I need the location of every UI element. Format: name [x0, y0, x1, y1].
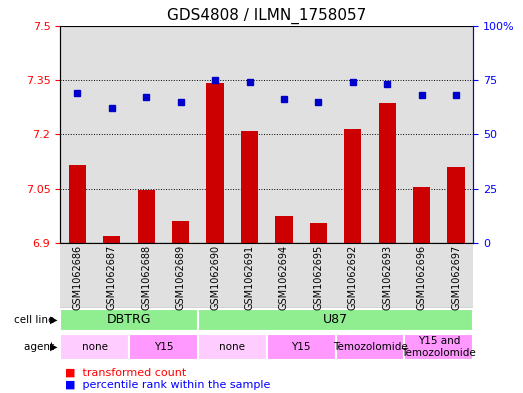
Bar [198, 26, 232, 243]
Text: GSM1062694: GSM1062694 [279, 245, 289, 310]
Bar [69, 165, 86, 243]
Bar [95, 26, 129, 243]
Bar [198, 309, 473, 331]
Bar [163, 243, 198, 308]
Bar [60, 334, 129, 360]
Bar [129, 243, 163, 308]
Bar [404, 26, 439, 243]
Text: Temozolomide: Temozolomide [333, 342, 407, 352]
Text: agent: agent [24, 342, 58, 352]
Text: ▶: ▶ [50, 315, 58, 325]
Text: GSM1062688: GSM1062688 [141, 245, 151, 310]
Text: ■  transformed count: ■ transformed count [65, 367, 187, 378]
Bar [95, 243, 129, 308]
Bar [344, 129, 361, 243]
Bar [404, 334, 473, 360]
Text: cell line: cell line [14, 315, 58, 325]
Text: GSM1062697: GSM1062697 [451, 245, 461, 310]
Title: GDS4808 / ILMN_1758057: GDS4808 / ILMN_1758057 [167, 8, 366, 24]
Bar [336, 334, 404, 360]
Text: GSM1062687: GSM1062687 [107, 245, 117, 310]
Bar [241, 130, 258, 243]
Text: ■  percentile rank within the sample: ■ percentile rank within the sample [65, 380, 271, 390]
Text: GSM1062696: GSM1062696 [417, 245, 427, 310]
Bar [336, 243, 370, 308]
Bar [198, 243, 232, 308]
Bar [439, 243, 473, 308]
Text: none: none [219, 342, 245, 352]
Bar [267, 26, 301, 243]
Text: GSM1062686: GSM1062686 [72, 245, 82, 310]
Text: GSM1062691: GSM1062691 [245, 245, 255, 310]
Text: Y15: Y15 [154, 342, 173, 352]
Text: none: none [82, 342, 108, 352]
Text: U87: U87 [323, 313, 348, 327]
Bar [379, 103, 396, 243]
Bar [267, 334, 336, 360]
Bar [138, 190, 155, 243]
Bar [60, 26, 95, 243]
Bar [439, 26, 473, 243]
Text: Y15 and
Temozolomide: Y15 and Temozolomide [402, 336, 476, 358]
Bar [301, 26, 336, 243]
Bar [129, 334, 198, 360]
Bar [448, 167, 465, 243]
Bar [103, 236, 120, 243]
Bar [198, 334, 267, 360]
Bar [370, 26, 404, 243]
Bar [60, 309, 198, 331]
Text: GSM1062689: GSM1062689 [176, 245, 186, 310]
Text: GSM1062693: GSM1062693 [382, 245, 392, 310]
Bar [404, 243, 439, 308]
Text: ▶: ▶ [50, 342, 58, 352]
Bar [275, 216, 292, 243]
Bar [267, 243, 301, 308]
Bar [370, 243, 404, 308]
Bar [60, 243, 95, 308]
Bar [413, 187, 430, 243]
Bar [301, 243, 336, 308]
Bar [172, 221, 189, 243]
Bar [232, 26, 267, 243]
Bar [129, 26, 163, 243]
Text: GSM1062695: GSM1062695 [313, 245, 323, 310]
Text: GSM1062690: GSM1062690 [210, 245, 220, 310]
Bar [163, 26, 198, 243]
Bar [310, 223, 327, 243]
Text: DBTRG: DBTRG [107, 313, 151, 327]
Bar [336, 26, 370, 243]
Text: GSM1062692: GSM1062692 [348, 245, 358, 310]
Bar [232, 243, 267, 308]
Text: Y15: Y15 [291, 342, 311, 352]
Bar [207, 83, 224, 243]
